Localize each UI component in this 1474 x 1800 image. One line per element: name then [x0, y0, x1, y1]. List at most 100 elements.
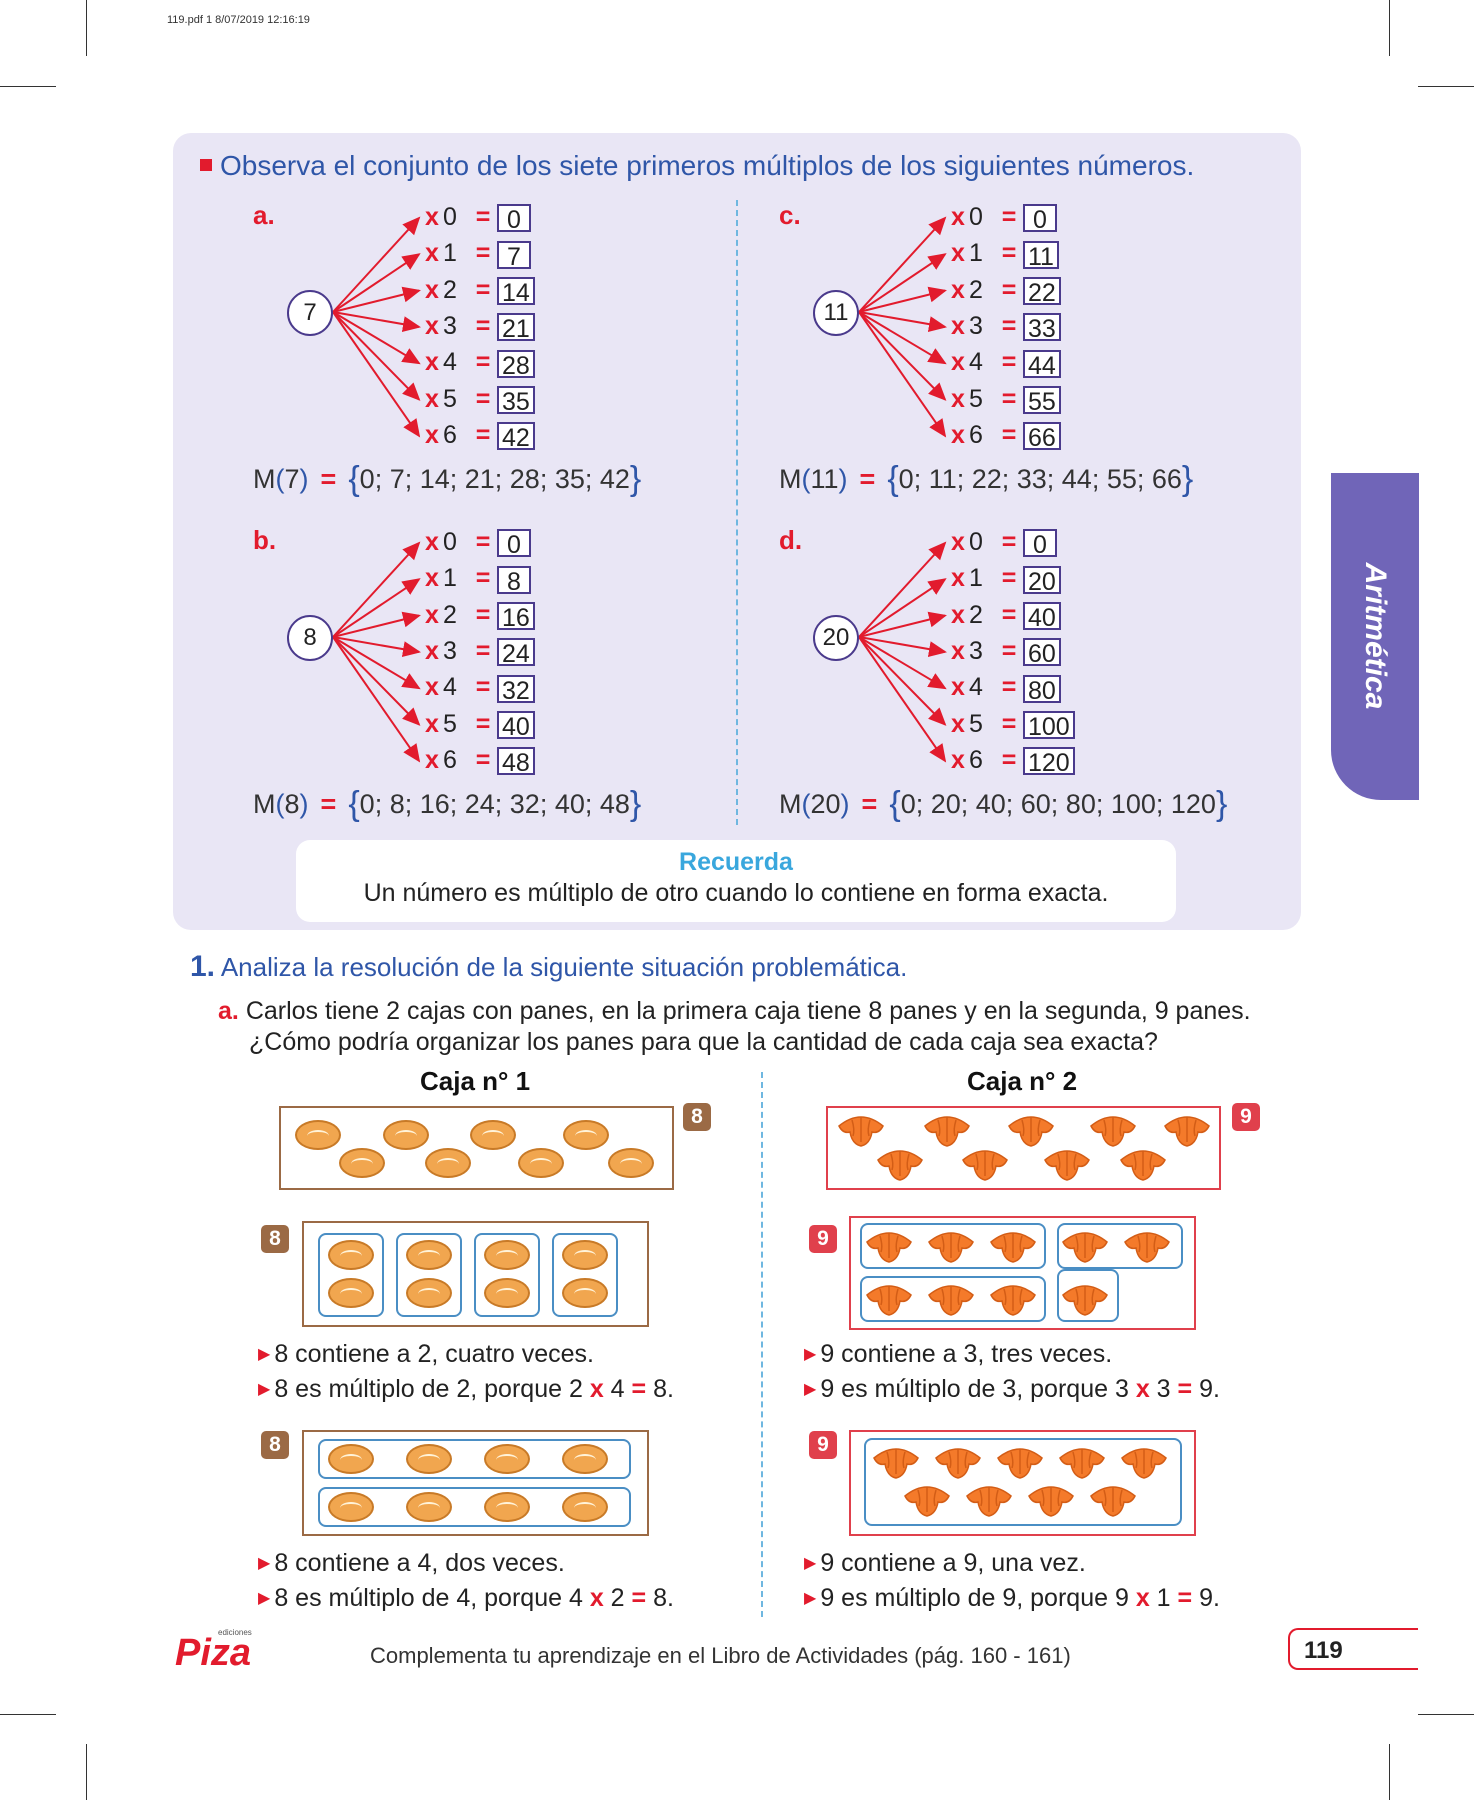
base-number-circle: 7	[287, 290, 333, 336]
result-box: 42	[497, 422, 535, 452]
set-name: M	[779, 464, 802, 494]
crop-mark	[1389, 1744, 1390, 1800]
problem-statement: a. Carlos tiene 2 cajas con panes, en la…	[218, 996, 1251, 1058]
bread-icon	[406, 1492, 452, 1522]
side-tab-label: Aritmética	[1359, 562, 1392, 710]
times-sign: x	[951, 275, 965, 304]
multiplier: 0	[443, 528, 457, 556]
croissant-icon	[877, 1150, 923, 1181]
caja1-groups-of-4	[302, 1430, 649, 1536]
croissant-icon	[962, 1150, 1008, 1181]
result-box: 21	[497, 313, 535, 343]
bread-icon	[608, 1148, 654, 1178]
paren: )	[838, 464, 848, 494]
times-sign: x	[425, 203, 439, 231]
block-letter: d.	[779, 525, 803, 555]
arrow-line	[332, 311, 421, 365]
multiples-block: d. 20 x 0 = 0 x 1 = 20 x 2 = 40 x 3 = 60 x 4 = 80 x 5 = 100 x 6 = 120…	[779, 525, 1239, 823]
times-sign: x	[951, 673, 965, 702]
equals-sign: =	[475, 564, 491, 593]
equals-sign: =	[475, 745, 491, 774]
multiplier: 3	[443, 311, 457, 340]
group-box	[1057, 1223, 1183, 1269]
croissant-icon	[866, 1285, 912, 1316]
caja2-bullet-1: ▶ 9 contiene a 3, tres veces.	[804, 1340, 1113, 1368]
set-arg: 8	[284, 789, 300, 819]
base-number-circle: 11	[813, 290, 859, 336]
block-letter: b.	[253, 525, 277, 555]
paren: (	[801, 789, 811, 819]
bread-icon	[484, 1492, 530, 1522]
equals-sign: =	[475, 420, 491, 449]
instruction-text: Observa el conjunto de los siete primero…	[220, 150, 1195, 181]
arrow-line	[858, 216, 947, 313]
set-name: M	[253, 789, 276, 819]
croissant-icon	[1121, 1448, 1167, 1479]
times-sign: x	[951, 384, 965, 413]
times-sign: x	[951, 420, 965, 449]
paren: )	[299, 464, 309, 494]
times-sign: x	[951, 239, 965, 268]
arrow-line	[332, 636, 421, 726]
times-sign: x	[425, 528, 439, 556]
caja2-bullet-3: ▶ 9 contiene a 9, una vez.	[804, 1549, 1086, 1577]
recuerda-title: Recuerda	[679, 848, 793, 876]
bread-icon	[562, 1240, 608, 1270]
group-box	[318, 1233, 384, 1317]
crop-mark	[1418, 86, 1474, 87]
arrow-fan	[858, 216, 947, 438]
arrow-line	[858, 636, 947, 658]
brace: {	[348, 460, 360, 498]
times-sign: x	[425, 600, 439, 629]
arrow-line	[858, 636, 947, 690]
equals-sign: =	[320, 789, 337, 819]
multiple-row: x 3 = 21	[425, 312, 535, 344]
times-sign: x	[951, 745, 965, 774]
result-box: 33	[1023, 313, 1061, 343]
equals-sign: =	[861, 789, 878, 819]
bread-icon	[425, 1148, 471, 1178]
problem-letter: a.	[218, 997, 239, 1025]
brace: {	[348, 785, 360, 823]
multiplier: 4	[443, 673, 457, 702]
equals-sign: =	[475, 203, 491, 231]
arrow-line	[858, 311, 947, 365]
croissant-icon	[1062, 1232, 1108, 1263]
caja1-bullet-2: ▶ 8 es múltiplo de 2, porque 2 x 4 = 8.	[258, 1375, 674, 1403]
multiples-block: a. 7 x 0 = 0 x 1 = 7 x 2 = 14 x 3 = 21 x 4 = 28 x 5 = 35 x 6 = 42 M(7)…	[253, 200, 713, 498]
result-box: 7	[497, 240, 531, 271]
times-sign: x	[425, 564, 439, 593]
bread-icon	[563, 1120, 609, 1150]
caja1-bullet-4: ▶ 8 es múltiplo de 4, porque 4 x 2 = 8.	[258, 1584, 674, 1612]
set-values: 0; 7; 14; 21; 28; 35; 42	[359, 464, 630, 494]
result-box: 14	[497, 276, 535, 307]
caja-divider	[761, 1072, 763, 1617]
caja2-group-of-9	[849, 1430, 1196, 1536]
result-box: 0	[1023, 529, 1057, 559]
equals-sign: =	[475, 709, 491, 738]
multiples-set: M(7) = {0; 7; 14; 21; 28; 35; 42}	[253, 460, 641, 499]
times-sign: x	[425, 709, 439, 738]
croissant-icon	[1028, 1486, 1074, 1517]
crop-mark	[1389, 0, 1390, 56]
multiple-row: x 4 = 32	[425, 673, 535, 705]
equals-sign: =	[475, 311, 491, 340]
multiple-row: x 3 = 60	[951, 637, 1061, 669]
multiplier: 3	[969, 636, 983, 665]
times-sign: x	[425, 311, 439, 340]
multiplier: 0	[443, 203, 457, 231]
croissant-icon	[935, 1448, 981, 1479]
equals-sign: =	[475, 636, 491, 665]
paren: )	[840, 789, 850, 819]
croissant-icon	[1164, 1116, 1210, 1147]
arrow-line	[332, 216, 421, 313]
brace: }	[629, 785, 642, 823]
times-sign: x	[951, 709, 965, 738]
count-tag: 8	[261, 1225, 289, 1253]
problem-title: Analiza la resolución de la siguiente si…	[220, 952, 908, 982]
equals-sign: =	[1001, 528, 1017, 556]
page-number: 119	[1288, 1628, 1418, 1670]
set-arg: 20	[810, 789, 841, 819]
equals-sign: =	[475, 673, 491, 702]
bread-icon	[518, 1148, 564, 1178]
